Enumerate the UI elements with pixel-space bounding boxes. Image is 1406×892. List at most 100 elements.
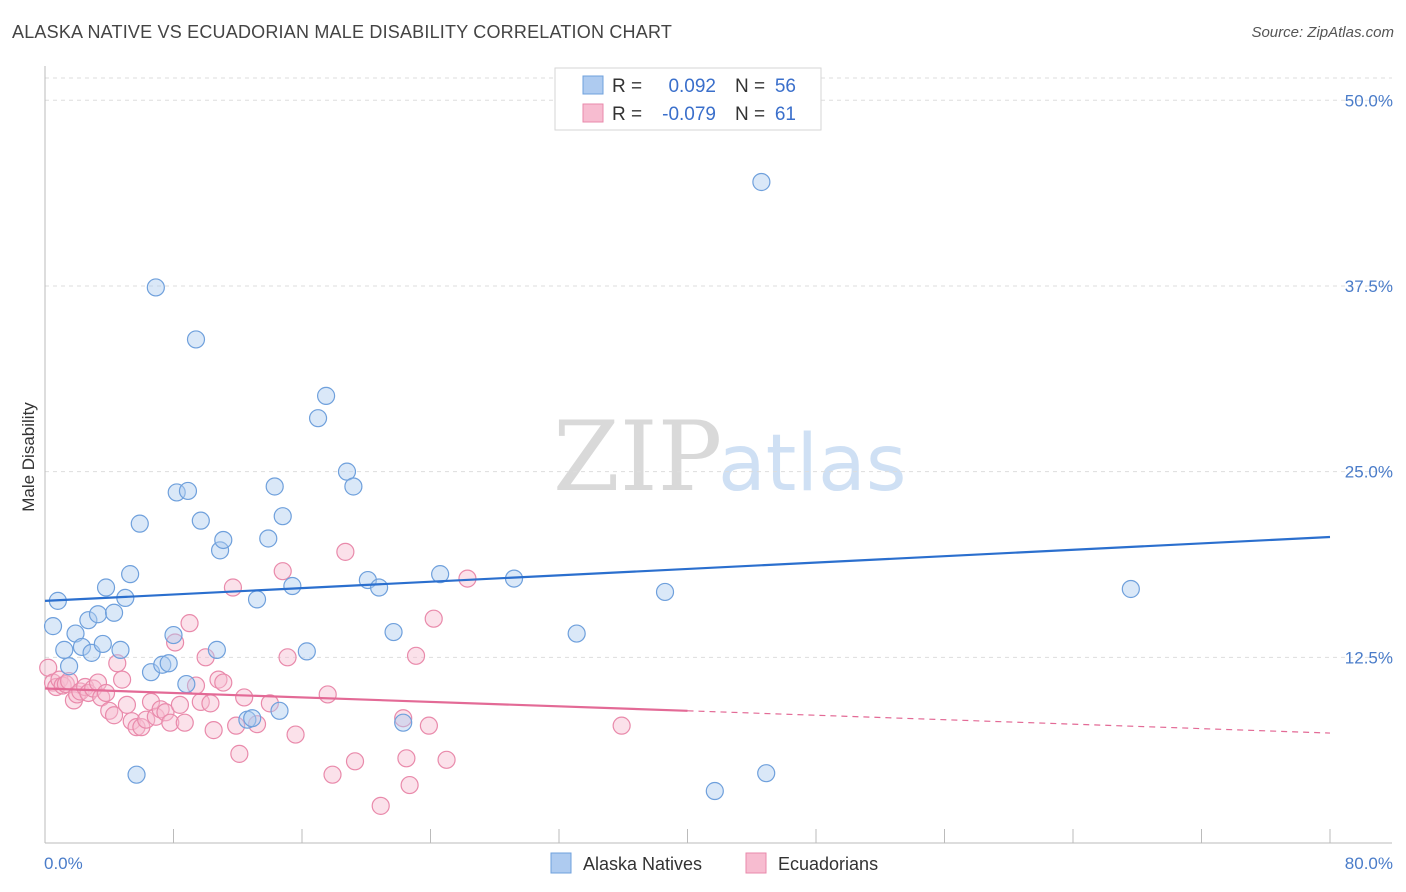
ecuadorians-point <box>175 713 194 732</box>
alaska-natives-point <box>72 637 92 657</box>
ecuadorians-point <box>437 750 456 769</box>
ecuadorians-point <box>273 562 292 581</box>
legend-r-value-ecuador: -0.079 <box>662 104 716 125</box>
alaska-natives-point <box>178 481 198 501</box>
alaska-natives-point <box>567 624 586 643</box>
alaska-natives-point <box>177 674 196 694</box>
ecuadorians-point <box>209 670 228 689</box>
alaska-natives-point <box>164 625 183 645</box>
x-tick-label-max: 80.0% <box>1345 854 1393 873</box>
x-tick-label-min: 0.0% <box>44 854 83 873</box>
alaska-natives-point <box>270 701 289 720</box>
alaska-natives-point <box>273 507 292 526</box>
alaska-natives-point <box>283 576 302 596</box>
alaska-natives-point <box>141 663 161 682</box>
legend-swatch-ecuador <box>582 103 604 123</box>
ecuadorians-point <box>419 716 438 735</box>
bottom-legend-label-ecuador: Ecuadorians <box>778 854 878 874</box>
ecuadorians-point <box>122 712 141 731</box>
ecuadorians-trend-line <box>44 687 688 712</box>
alaska-natives-point <box>207 640 226 659</box>
ecuadorians-point <box>170 695 190 714</box>
legend-n-label-alaska: N = <box>735 76 765 97</box>
ecuadorians-point <box>223 578 243 597</box>
alaska-natives-point <box>344 477 363 496</box>
alaska-natives-point <box>79 611 98 630</box>
alaska-natives-point <box>59 657 79 676</box>
y-tick-label: 37.5% <box>1345 277 1393 296</box>
alaska-natives-point <box>265 477 284 496</box>
ecuadorians-point <box>406 646 426 665</box>
alaska-natives-point <box>243 709 262 728</box>
gridlines <box>45 77 1392 658</box>
ecuadorians-point <box>247 715 267 734</box>
alaska-natives-point <box>1121 579 1140 599</box>
alaska-natives-point <box>752 172 771 192</box>
y-tick-label: 12.5% <box>1345 648 1393 667</box>
legend-r-label-ecuador: R = <box>612 104 642 125</box>
alaska-natives-point <box>186 330 206 349</box>
alaska-natives-series <box>43 172 1140 801</box>
alaska-natives-point <box>705 781 724 801</box>
ecuadorians-point <box>612 716 631 735</box>
alaska-natives-point <box>55 640 74 659</box>
watermark-atlas: atlas <box>718 419 907 509</box>
ecuadorians-point <box>371 796 390 815</box>
alaska-natives-point <box>247 590 267 609</box>
alaska-natives-point <box>757 764 776 783</box>
ecuadorians-point <box>112 670 132 689</box>
ecuadorians-point <box>227 716 246 735</box>
alaska-natives-point <box>308 409 328 428</box>
alaska-natives-point <box>191 511 210 530</box>
ecuadorians-point <box>400 775 419 795</box>
ecuadorians-point <box>394 709 413 728</box>
y-tick-labels: 12.5% 25.0% 37.5% 50.0% <box>1345 91 1393 667</box>
axes <box>44 66 1392 844</box>
ecuadorians-point <box>96 683 116 703</box>
ecuadorians-point <box>151 700 170 719</box>
legend-swatch-alaska <box>582 75 604 95</box>
alaska-natives-point <box>316 386 336 405</box>
ecuadorians-point <box>104 706 124 725</box>
legend-n-label-ecuador: N = <box>735 104 765 125</box>
alaska-natives-point <box>111 640 130 659</box>
bottom-legend-swatch-alaska <box>550 852 572 874</box>
alaska-natives-point <box>104 603 124 622</box>
bottom-legend-swatch-ecuador <box>745 852 767 874</box>
chart-title: ALASKA NATIVE VS ECUADORIAN MALE DISABIL… <box>12 22 673 42</box>
source-credit: Source: ZipAtlas.com <box>1251 24 1394 41</box>
alaska-natives-point <box>394 713 413 732</box>
alaska-natives-point <box>259 529 278 548</box>
ecuadorians-point <box>204 721 223 740</box>
ecuadorians-point <box>278 648 297 667</box>
ecuadorians-point <box>196 648 215 667</box>
ecuadorians-point <box>166 633 185 652</box>
alaska-natives-point <box>127 765 146 784</box>
ecuadorians-trend-extension <box>687 710 1331 734</box>
ecuadorians-point <box>318 685 337 704</box>
trend-lines <box>44 535 1331 734</box>
watermark-zip: ZIP <box>553 401 722 513</box>
alaska-natives-point <box>655 582 675 602</box>
series-legend: Alaska Natives Ecuadorians <box>550 852 878 874</box>
alaska-natives-point <box>146 278 165 297</box>
ecuadorians-point <box>117 695 137 714</box>
ecuadorians-point <box>397 749 416 768</box>
ecuadorians-point <box>230 744 249 763</box>
ecuadorians-point <box>161 713 180 732</box>
ecuadorians-point <box>180 614 199 633</box>
alaska-natives-trend-line <box>44 535 1331 602</box>
watermark: ZIP atlas <box>553 401 907 513</box>
alaska-natives-point <box>121 565 140 584</box>
alaska-natives-point <box>88 605 108 624</box>
alaska-natives-point <box>214 530 233 550</box>
ecuadorians-point <box>156 703 175 722</box>
legend-r-value-alaska: 0.092 <box>668 76 716 97</box>
y-tick-label: 25.0% <box>1345 463 1393 482</box>
ecuadorians-point <box>260 694 279 713</box>
ecuadorians-point <box>127 718 146 737</box>
ecuadorians-point <box>108 654 127 673</box>
ecuadorians-point <box>286 725 305 744</box>
legend-r-label-alaska: R = <box>612 76 642 97</box>
